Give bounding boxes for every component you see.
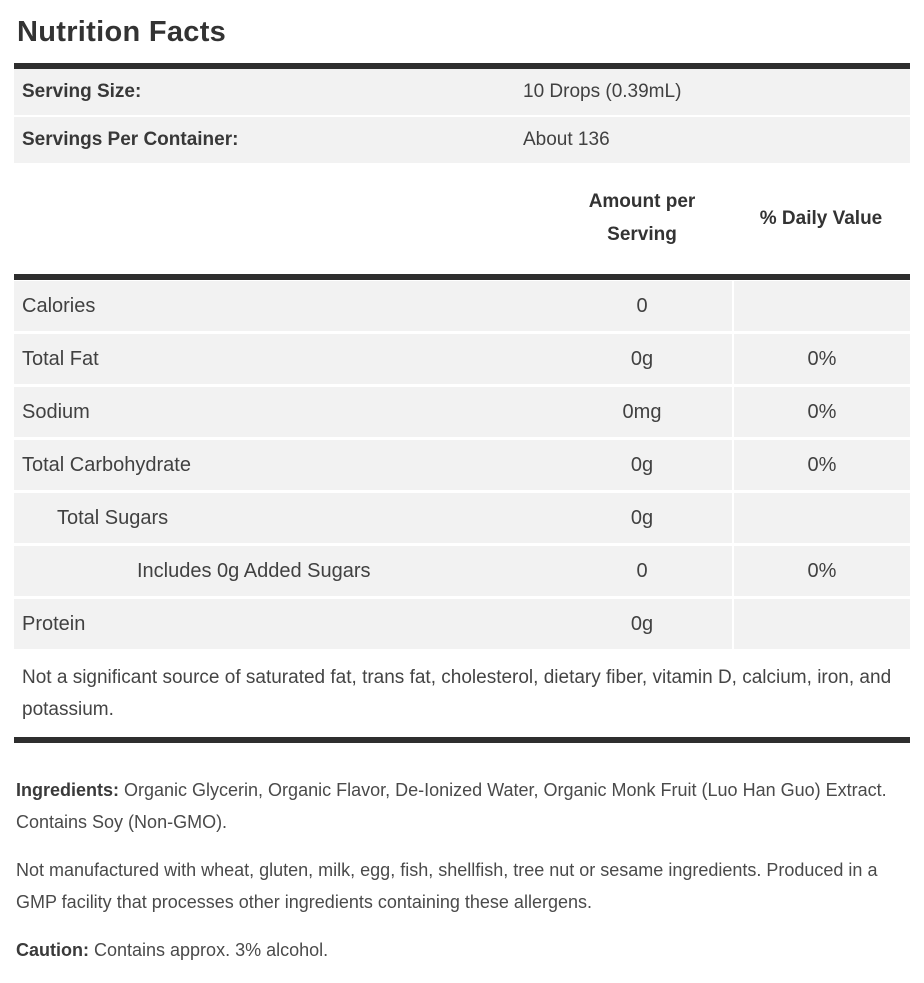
nutrient-daily-value: 0% [734,387,910,437]
nutrient-amount: 0g [630,453,654,476]
daily-value-header: % Daily Value [759,207,883,229]
ingredients-label: Ingredients: [16,780,120,800]
serving-size-row: Serving Size: 10 Drops (0.39mL) [14,69,910,115]
serving-info: Serving Size: 10 Drops (0.39mL) Servings… [14,69,910,163]
nutrient-name: Protein [22,612,86,635]
nutrient-row: Protein 0g [14,599,910,649]
nutrient-daily-value: 0% [734,546,910,596]
ingredients-paragraph: Ingredients: Organic Glycerin, Organic F… [14,774,910,838]
nutrient-row: Sodium 0mg 0% [14,387,910,437]
nutrient-table: Calories 0 Total Fat 0g 0% Sodium 0mg 0%… [14,281,910,649]
servings-per-container-label: Servings Per Container: [22,129,239,150]
nutrient-name: Sodium [22,400,90,423]
thick-rule-bottom [14,737,910,743]
nutrient-row: Includes 0g Added Sugars 0 0% [14,546,910,596]
thick-rule-top [14,63,910,69]
ingredients-text: Organic Glycerin, Organic Flavor, De-Ion… [16,780,887,832]
nutrient-amount: 0g [630,347,654,370]
caution-text: Contains approx. 3% alcohol. [88,940,329,960]
nutrient-amount: 0g [630,612,654,635]
nutrient-name: Total Sugars [57,506,169,529]
allergen-paragraph: Not manufactured with wheat, gluten, mil… [16,860,878,912]
table-header: Amount per Serving % Daily Value [14,163,910,274]
nutrient-daily-value [734,599,910,649]
nutrient-daily-value: 0% [734,334,910,384]
serving-size-label: Serving Size: [22,81,142,102]
nutrient-name: Calories [22,294,96,317]
thick-rule-middle [14,274,910,280]
nutrient-amount: 0 [636,294,648,317]
servings-per-container-row: Servings Per Container: About 136 [14,117,910,163]
nutrient-amount: 0mg [622,400,662,423]
nutrient-row: Total Sugars 0g [14,493,910,543]
nutrient-row: Total Carbohydrate 0g 0% [14,440,910,490]
footnote: Not a significant source of saturated fa… [22,667,892,720]
caution-paragraph: Caution: Contains approx. 3% alcohol. [14,934,910,966]
panel-title: Nutrition Facts [17,16,227,48]
nutrient-amount: 0g [630,506,654,529]
amount-per-serving-header: Amount per Serving [588,191,696,245]
nutrient-row: Total Fat 0g 0% [14,334,910,384]
nutrient-daily-value: 0% [734,440,910,490]
nutrient-daily-value [734,281,910,331]
servings-per-container-value: About 136 [523,129,610,150]
caution-label: Caution: [16,940,89,960]
nutrient-amount: 0 [636,559,648,582]
nutrient-row: Calories 0 [14,281,910,331]
nutrient-name: Total Fat [22,347,99,370]
nutrient-daily-value [734,493,910,543]
nutrition-facts-panel: Nutrition Facts Serving Size: 10 Drops (… [14,0,910,966]
serving-size-value: 10 Drops (0.39mL) [523,81,682,102]
nutrient-name: Total Carbohydrate [22,453,191,476]
nutrient-name: Includes 0g Added Sugars [137,559,371,582]
